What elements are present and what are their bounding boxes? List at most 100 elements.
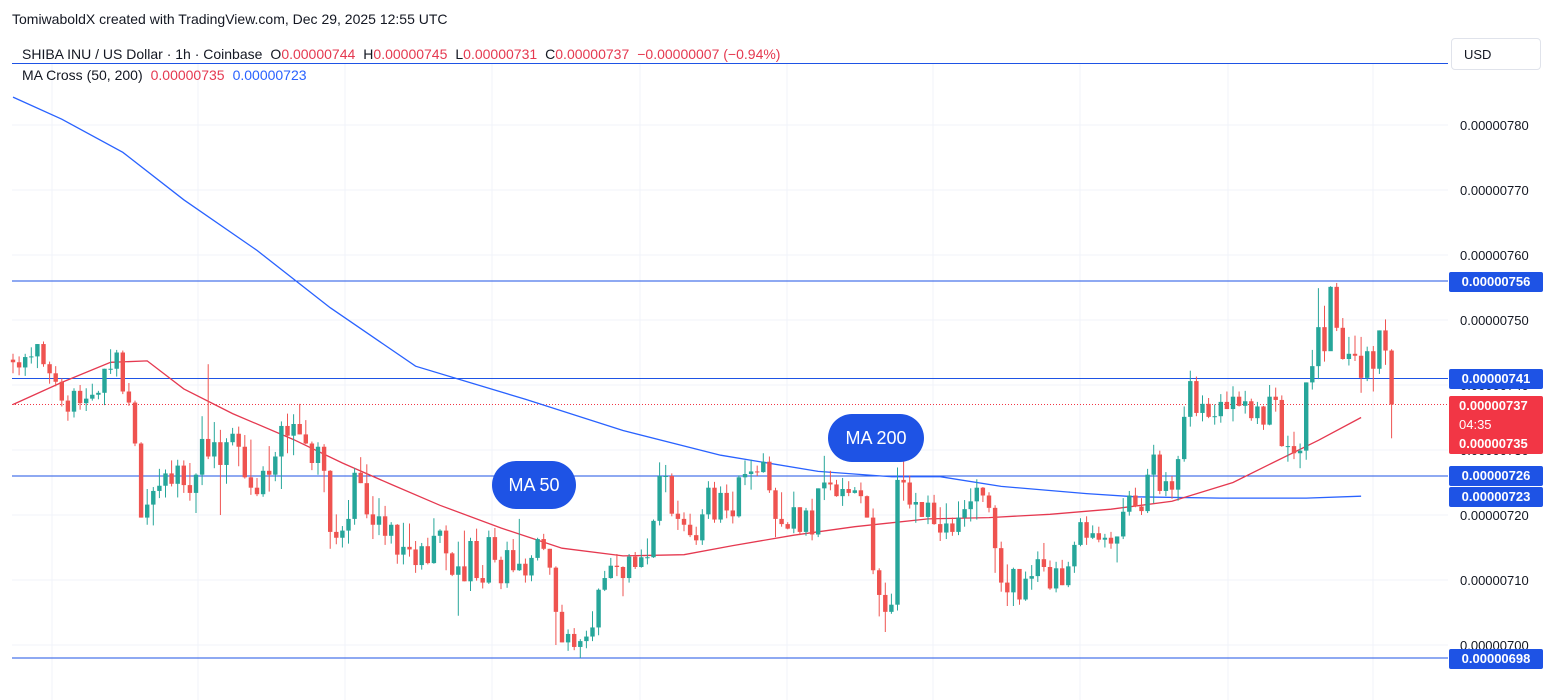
candle-body (681, 518, 687, 525)
candle-up (1121, 498, 1126, 540)
candle-body (1212, 416, 1217, 418)
change-value: −0.00000007 (−0.94%) (637, 46, 781, 62)
candle-body (565, 633, 571, 643)
candle-body (980, 487, 986, 496)
candle-up (1114, 536, 1120, 563)
high-value: 0.00000745 (373, 46, 448, 62)
candle-body (517, 563, 522, 571)
candle-down (755, 465, 760, 476)
candle-up (590, 611, 595, 642)
candle-body (303, 434, 308, 444)
candle-body (572, 633, 577, 647)
candle-down (1108, 531, 1114, 549)
candle-down (138, 442, 144, 518)
candle-up (962, 500, 967, 527)
candle-up (212, 422, 217, 469)
candle-body (346, 518, 351, 531)
candle-down (1322, 305, 1327, 362)
currency-selector[interactable]: USD (1451, 38, 1541, 70)
candle-body (1285, 446, 1291, 448)
candle-body (395, 524, 400, 555)
candle-body (187, 485, 193, 493)
candle-body (669, 476, 674, 514)
candle-up (1310, 349, 1315, 390)
candle-body (413, 549, 418, 566)
candle-body (1358, 355, 1364, 378)
candle-body (712, 487, 717, 520)
candle-body (431, 535, 437, 564)
ma50-annotation[interactable]: MA 50 (492, 461, 576, 509)
candle-body (291, 424, 296, 436)
candle-body (364, 483, 369, 515)
candle-up (1145, 468, 1150, 514)
candle-body (1060, 568, 1065, 586)
candle-down (919, 502, 925, 517)
candle-up (401, 522, 406, 565)
candle-body (1005, 582, 1010, 593)
candle-body (1096, 533, 1101, 540)
candle-up (968, 488, 973, 522)
candle-down (285, 413, 290, 454)
candle-down (980, 487, 986, 502)
level-label-756: 0.00000756 (1449, 272, 1543, 292)
candle-body (1316, 327, 1321, 367)
indicator-legend[interactable]: MA Cross (50, 200) 0.00000735 0.00000723 (22, 67, 307, 83)
candle-down (309, 441, 315, 471)
candle-body (352, 472, 357, 519)
candle-body (1182, 416, 1187, 460)
ma200-annotation[interactable]: MA 200 (828, 414, 924, 462)
candle-up (224, 438, 229, 484)
horizontal-levels (12, 63, 1448, 659)
candle-down (1041, 542, 1047, 572)
candle-down (675, 500, 681, 530)
candle-body (297, 424, 302, 435)
candle-body (1206, 403, 1211, 417)
candle-up (1218, 394, 1223, 423)
high-label: H (363, 46, 374, 62)
candle-body (944, 523, 949, 533)
candle-up (437, 529, 443, 543)
candle-down (132, 400, 138, 447)
candle-down (254, 477, 260, 497)
candle-body (1041, 559, 1047, 567)
candle-down (1340, 318, 1345, 360)
candle-down (633, 552, 638, 569)
candle-up (1078, 518, 1083, 547)
candle-up (1200, 395, 1205, 422)
candle-body (742, 474, 748, 478)
candle-body (108, 368, 113, 370)
candle-body (1188, 381, 1193, 417)
candle-body (498, 559, 504, 584)
candle-body (102, 368, 107, 393)
candle-body (950, 523, 955, 532)
candle-up (1151, 444, 1156, 504)
candle-body (797, 507, 803, 532)
candle-body (883, 594, 888, 612)
candle-up (468, 537, 473, 592)
candle-body (1243, 401, 1248, 406)
current-price-label: 0.00000737 04:35 0.00000735 (1449, 396, 1543, 454)
candle-body (870, 517, 876, 571)
candle-down (834, 479, 839, 497)
candle-down (41, 341, 46, 367)
current-price-value: 0.00000737 (1459, 398, 1528, 413)
candle-body (1255, 406, 1260, 419)
candle-body (889, 604, 894, 612)
price-tick: 0.00000760 (1460, 248, 1529, 263)
candle-body (864, 496, 870, 518)
candle-body (675, 513, 681, 519)
candle-body (41, 344, 46, 365)
price-tick: 0.00000710 (1460, 573, 1529, 588)
price-tick: 0.00000770 (1460, 183, 1529, 198)
candle-down (614, 554, 620, 577)
candle-body (389, 524, 394, 536)
candle-body (1267, 396, 1272, 425)
candle-down (358, 457, 363, 484)
candle-up (1212, 404, 1217, 425)
candle-up (389, 522, 394, 544)
candle-down (53, 366, 58, 387)
candle-up (1102, 533, 1108, 548)
candle-body (1145, 474, 1150, 512)
candle-down (321, 444, 327, 493)
